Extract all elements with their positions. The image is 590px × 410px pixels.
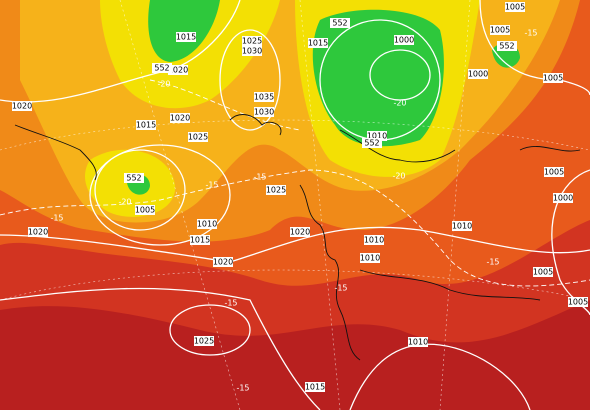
contour-label: 1015: [136, 121, 156, 130]
contour-label: 1010: [364, 236, 384, 245]
label-box: [468, 69, 488, 79]
label-box: [152, 63, 172, 73]
label-box: [367, 131, 387, 141]
contour-label: 1010: [360, 254, 380, 263]
label-box: [28, 227, 48, 237]
contour-label: 1000: [553, 194, 573, 203]
temperature-label: -15: [236, 384, 249, 393]
contour-label: 1010: [197, 220, 217, 229]
temperature-label: -15: [253, 173, 266, 182]
temperature-label: -15: [224, 299, 237, 308]
contour-label: 1010: [367, 132, 387, 141]
label-box: [544, 167, 564, 177]
contour-label: 1020: [12, 102, 32, 111]
temperature-lines: [0, 79, 590, 287]
label-box: [254, 107, 274, 117]
contour-label: 1005: [544, 168, 564, 177]
label-box: [305, 382, 325, 392]
contour-label: 1010: [408, 338, 428, 347]
label-box: [568, 297, 588, 307]
label-box: [452, 221, 472, 231]
label-box: [190, 235, 210, 245]
contour-label: 1030: [254, 108, 274, 117]
low-area: [148, 0, 220, 62]
temperature-label: -20: [157, 80, 170, 89]
contour-label: 1005: [533, 268, 553, 277]
field-band: [100, 0, 280, 109]
label-box: [188, 132, 208, 142]
contour-label: 1025: [266, 186, 286, 195]
contour-label: 552: [499, 42, 514, 51]
contour-label: 1020: [290, 228, 310, 237]
contour-label: 1000: [468, 70, 488, 79]
label-box: [242, 46, 262, 56]
temperature-label: -15: [205, 181, 218, 190]
contour-label: 1020: [213, 258, 233, 267]
label-box: [12, 101, 32, 111]
contour-label: 1015: [176, 33, 196, 42]
contour-label: 1005: [505, 3, 525, 12]
contour-label: 552: [364, 139, 379, 148]
contour-label: 1000: [394, 36, 414, 45]
contour-label: 1020: [28, 228, 48, 237]
contour-label: 1035: [254, 93, 274, 102]
label-box: [194, 336, 214, 346]
label-box: [490, 25, 510, 35]
label-box: [505, 2, 525, 12]
label-box: [197, 219, 217, 229]
label-box: [364, 235, 384, 245]
temperature-label: -15: [524, 29, 537, 38]
label-box: [360, 253, 380, 263]
label-box: [543, 73, 563, 83]
label-box: [136, 120, 156, 130]
contour-label: 552: [332, 19, 347, 28]
contour-label: 1015: [305, 383, 325, 392]
label-box: [497, 41, 517, 51]
contour-label: 1005: [543, 74, 563, 83]
contour-label: 1025: [188, 133, 208, 142]
contour-label: 1015: [190, 236, 210, 245]
contour-label: 1010: [452, 222, 472, 231]
label-box: [176, 32, 196, 42]
label-box: [135, 205, 155, 215]
label-box: [533, 267, 553, 277]
label-box: [553, 193, 573, 203]
temperature-label: -20: [393, 99, 406, 108]
contour-label: 1020: [168, 66, 188, 75]
contour-label: 1005: [490, 26, 510, 35]
label-box: [170, 113, 190, 123]
label-box: [408, 337, 428, 347]
label-box: [362, 138, 382, 148]
contour-label: 1030: [242, 47, 262, 56]
label-box: [266, 185, 286, 195]
label-box: [290, 227, 310, 237]
contour-label: 1005: [135, 206, 155, 215]
temperature-label: -15: [486, 258, 499, 267]
label-box: [308, 38, 328, 48]
label-box: [330, 18, 350, 28]
coastlines: [14, 114, 581, 361]
temperature-label: -20: [118, 198, 131, 207]
contour-label: 1020: [170, 114, 190, 123]
temperature-label: -15: [334, 284, 347, 293]
label-box: [254, 92, 274, 102]
contour-label: 1025: [242, 37, 262, 46]
label-box: [242, 36, 262, 46]
label-box: [124, 173, 144, 183]
contour-label: 552: [154, 64, 169, 73]
contour-label: 1015: [308, 39, 328, 48]
label-box: [168, 65, 188, 75]
label-box: [394, 35, 414, 45]
label-box: [213, 257, 233, 267]
temperature-label: -15: [50, 214, 63, 223]
contour-label: 552: [126, 174, 141, 183]
contour-label: 1005: [568, 298, 588, 307]
temperature-label: -20: [392, 172, 405, 181]
contour-label: 1025: [194, 337, 214, 346]
